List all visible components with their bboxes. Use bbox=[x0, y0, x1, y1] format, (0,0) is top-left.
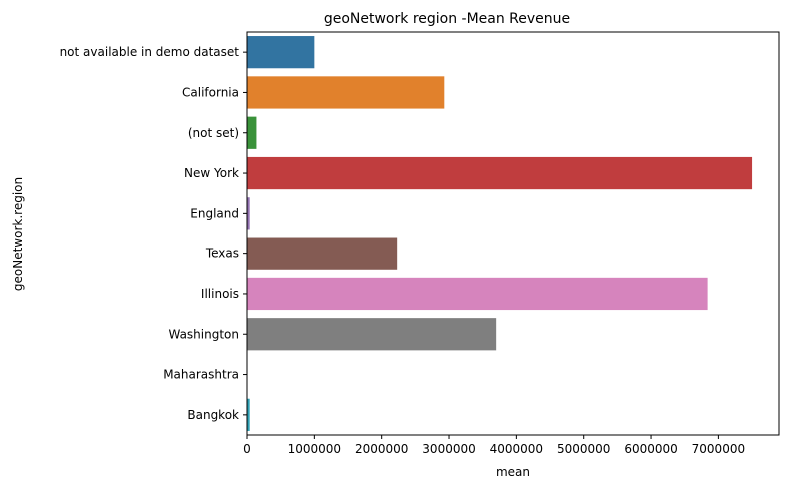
bar-5 bbox=[247, 237, 398, 270]
x-axis-ticks: 0 1000000 2000000 3000000 4000000 5000000 6000… bbox=[243, 435, 745, 456]
y-axis-ticks: not available in demo dataset California (… bbox=[60, 45, 247, 422]
y-axis-label: geoNetwork.region bbox=[11, 177, 25, 291]
y-tick-label: California bbox=[182, 85, 239, 99]
x-tick-label: 5000000 bbox=[557, 442, 610, 456]
y-tick-label: Bangkok bbox=[187, 408, 239, 422]
x-tick-label: 2000000 bbox=[355, 442, 408, 456]
y-tick-label: (not set) bbox=[188, 126, 239, 140]
chart-title: geoNetwork region -Mean Revenue bbox=[324, 11, 570, 27]
bar-3 bbox=[247, 156, 753, 190]
y-tick-label: Washington bbox=[168, 327, 239, 341]
x-tick-label: 6000000 bbox=[624, 442, 677, 456]
y-tick-label: Illinois bbox=[201, 287, 239, 301]
x-tick-label: 1000000 bbox=[288, 442, 341, 456]
y-tick-label: Texas bbox=[205, 247, 239, 261]
bar-4 bbox=[247, 197, 250, 230]
y-tick-label: not available in demo dataset bbox=[60, 45, 240, 59]
x-tick-label: 4000000 bbox=[490, 442, 543, 456]
y-tick-label: New York bbox=[184, 166, 239, 180]
bar-9 bbox=[247, 398, 250, 431]
bar-0 bbox=[247, 36, 315, 69]
y-tick-label: England bbox=[190, 206, 239, 220]
x-tick-label: 7000000 bbox=[692, 442, 745, 456]
bar-2 bbox=[247, 116, 257, 149]
y-tick-label: Maharashtra bbox=[163, 368, 239, 382]
bar-7 bbox=[247, 318, 497, 351]
bar-6 bbox=[247, 277, 708, 311]
plot-frame bbox=[246, 31, 780, 436]
bar-1 bbox=[247, 76, 445, 109]
bars-group bbox=[247, 36, 753, 431]
x-axis-label: mean bbox=[496, 465, 530, 479]
x-tick-label: 3000000 bbox=[422, 442, 475, 456]
x-tick-label: 0 bbox=[243, 442, 251, 456]
